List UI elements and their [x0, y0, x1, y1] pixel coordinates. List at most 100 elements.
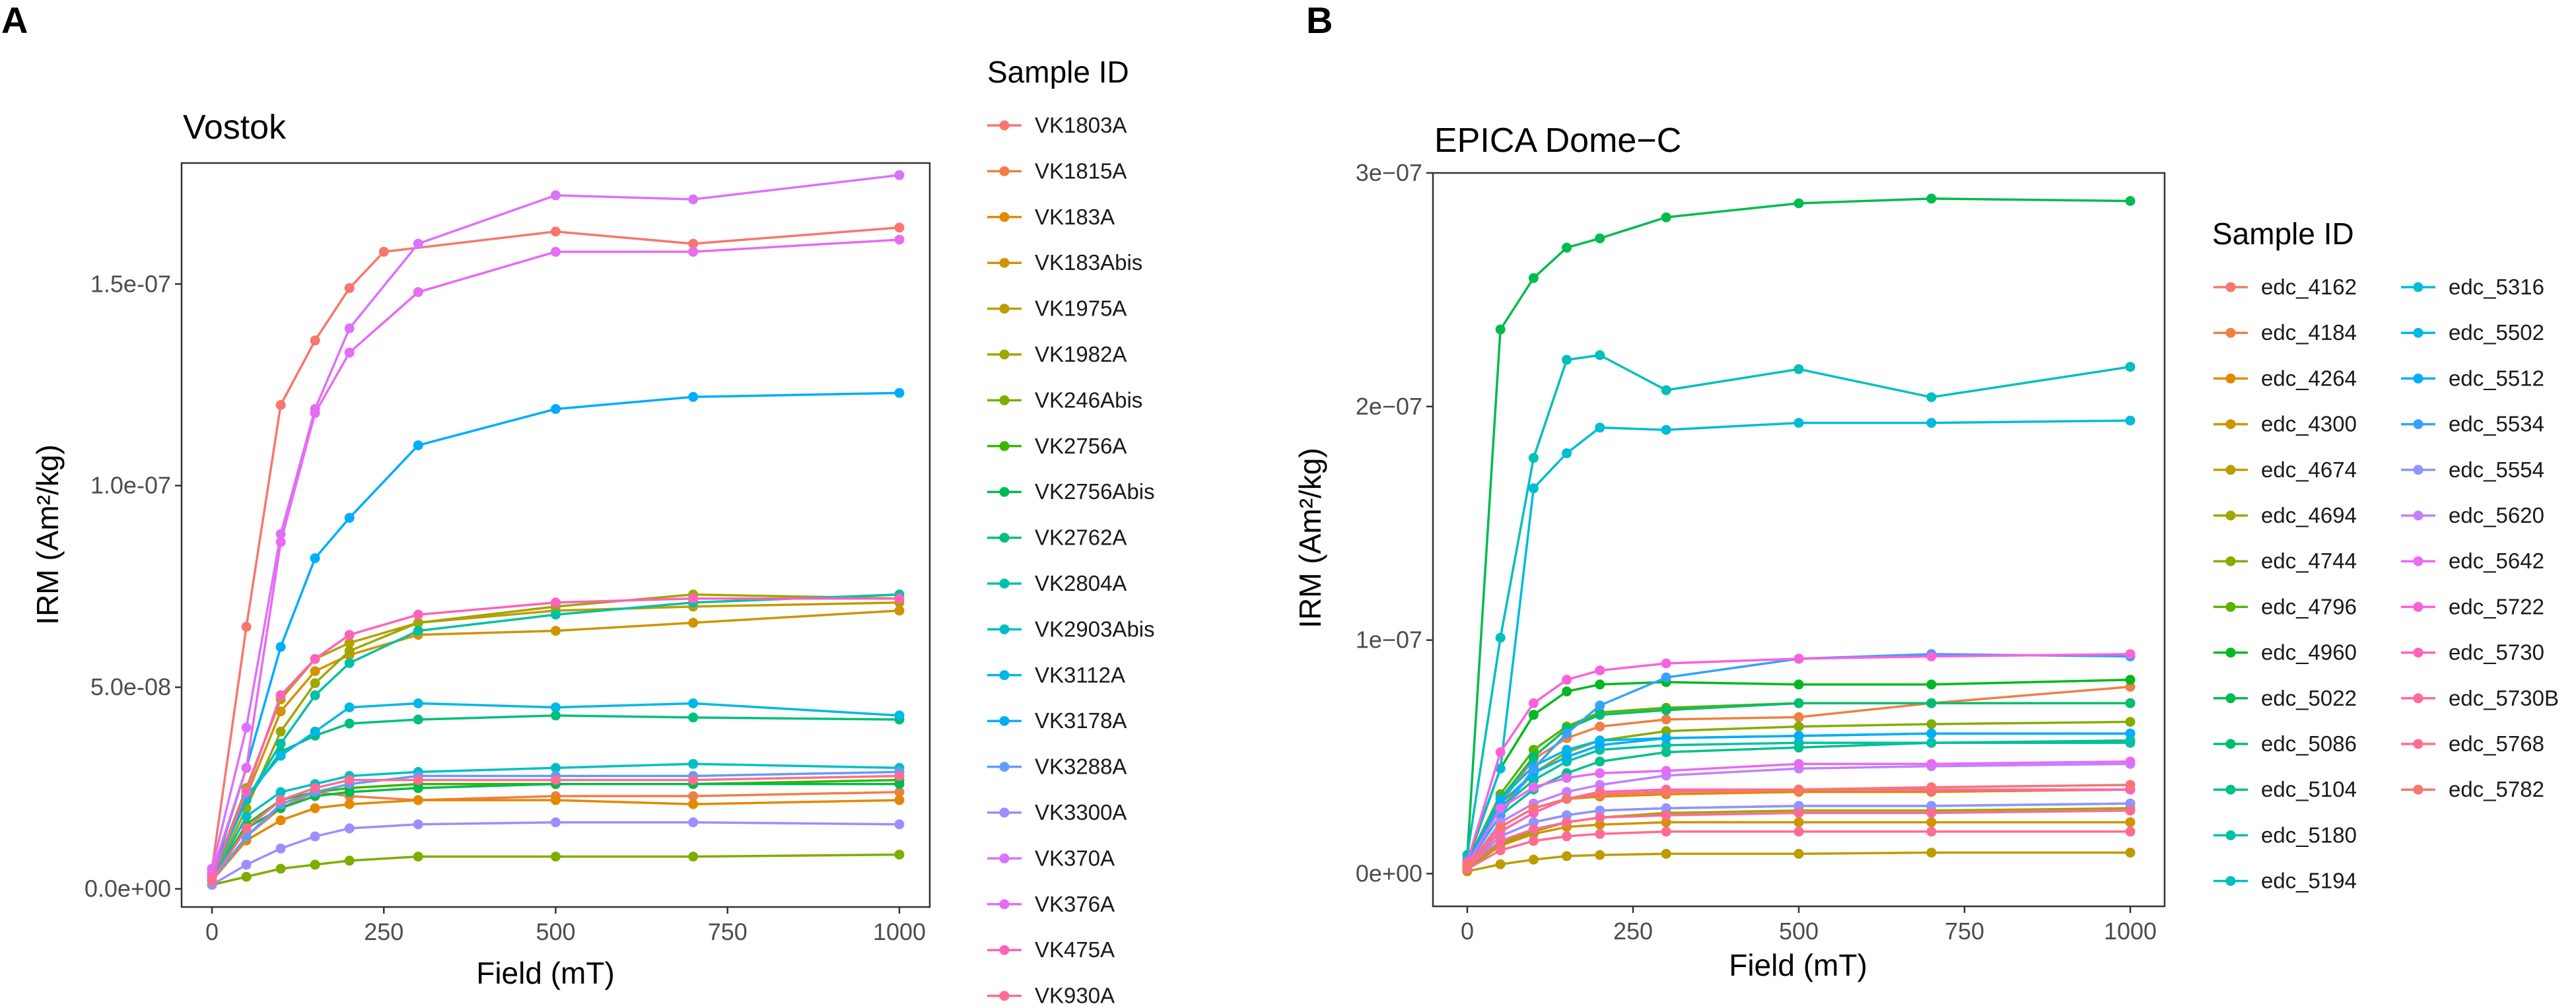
- legend-item: VK2903Abis: [987, 617, 1155, 641]
- data-point: [688, 817, 699, 828]
- data-point: [2125, 649, 2136, 659]
- legend-item: edc_4162: [2213, 275, 2357, 299]
- legend-key-point: [2413, 282, 2423, 292]
- series-VK930A: [207, 771, 905, 886]
- legend-item: edc_5180: [2213, 823, 2357, 847]
- data-point: [1562, 787, 1572, 797]
- legend-key-point: [999, 991, 1010, 1001]
- data-point: [1562, 745, 1572, 755]
- data-point: [1562, 752, 1572, 762]
- data-point: [2125, 681, 2136, 692]
- legend-item: edc_5782: [2401, 777, 2544, 801]
- data-point: [1661, 705, 1671, 716]
- data-point: [894, 771, 905, 781]
- data-point: [1595, 813, 1605, 823]
- panel-a-x-label: Field (mT): [476, 956, 615, 990]
- data-point: [1595, 819, 1605, 830]
- legend-label: VK183A: [1035, 205, 1115, 229]
- panel-a-x-axis: 0 250 500 750 1000: [205, 907, 926, 945]
- data-point: [2125, 196, 2136, 206]
- data-point: [1562, 772, 1572, 783]
- y-tick-label: 0e+00: [1356, 859, 1422, 887]
- legend-label: edc_5022: [2261, 686, 2357, 710]
- data-point: [1793, 731, 1804, 741]
- data-point: [551, 246, 561, 257]
- data-point: [344, 775, 355, 786]
- legend-key-point: [999, 349, 1010, 360]
- data-point: [241, 622, 252, 632]
- x-tick-label: 1000: [2104, 918, 2157, 945]
- data-point: [310, 408, 320, 419]
- data-point: [207, 875, 217, 886]
- legend-item: edc_5512: [2401, 366, 2544, 390]
- data-point: [1661, 810, 1671, 821]
- legend-key-point: [2413, 601, 2423, 612]
- data-point: [1562, 831, 1572, 842]
- series-VK3112A: [207, 698, 905, 882]
- data-point: [275, 706, 286, 717]
- data-point: [413, 609, 423, 620]
- data-point: [1793, 737, 1804, 748]
- data-point: [1595, 700, 1605, 711]
- data-point: [894, 850, 905, 860]
- legend-label: VK1803A: [1035, 113, 1127, 137]
- panel-a-y-label: IRM (Am²/kg): [30, 444, 65, 624]
- legend-label: edc_5086: [2261, 731, 2357, 756]
- data-point: [1495, 763, 1506, 774]
- data-point: [1793, 698, 1804, 708]
- legend-key-point: [2225, 601, 2236, 612]
- data-point: [413, 852, 423, 862]
- data-point: [1562, 687, 1572, 696]
- data-point: [894, 779, 905, 790]
- data-point: [413, 819, 423, 830]
- data-point: [275, 537, 286, 547]
- legend-label: edc_4796: [2261, 594, 2357, 619]
- data-point: [1595, 665, 1605, 676]
- data-point: [1528, 824, 1539, 834]
- data-point: [310, 666, 320, 677]
- data-point: [275, 642, 286, 652]
- legend-label: VK2756Abis: [1035, 479, 1155, 504]
- x-tick-label: 0: [1461, 918, 1474, 945]
- data-point: [1926, 808, 1937, 818]
- x-tick-label: 1000: [873, 918, 926, 945]
- legend-key-point: [999, 670, 1010, 681]
- series-edc_5782: [1462, 780, 2136, 869]
- legend-key-point: [2225, 419, 2236, 430]
- data-point: [1793, 418, 1804, 428]
- data-point: [1595, 422, 1605, 433]
- data-point: [1661, 212, 1671, 222]
- legend-key-point: [2413, 739, 2423, 749]
- data-point: [2125, 415, 2136, 426]
- legend-label: edc_4264: [2261, 366, 2357, 390]
- legend-item: edc_5022: [2213, 686, 2357, 710]
- data-point: [1926, 782, 1937, 793]
- data-point: [1595, 850, 1605, 860]
- legend-label: edc_5642: [2449, 549, 2544, 573]
- legend-key-point: [2225, 282, 2236, 292]
- y-tick-label: 5.0e-08: [90, 673, 171, 700]
- data-point: [275, 815, 286, 826]
- data-point: [241, 859, 252, 870]
- data-point: [551, 762, 561, 773]
- data-point: [310, 553, 320, 564]
- data-point: [1661, 826, 1671, 837]
- panel-b-legend-title: Sample ID: [2212, 217, 2354, 251]
- data-point: [241, 811, 252, 822]
- legend-key-point: [2413, 556, 2423, 566]
- legend-label: edc_5502: [2449, 320, 2544, 345]
- data-point: [241, 823, 252, 834]
- data-point: [688, 698, 699, 708]
- legend-label: edc_5768: [2449, 731, 2544, 756]
- legend-item: edc_5722: [2401, 594, 2544, 619]
- data-point: [275, 726, 286, 737]
- legend-label: edc_4960: [2261, 640, 2357, 665]
- data-point: [2125, 717, 2136, 727]
- data-point: [344, 347, 355, 358]
- data-point: [413, 783, 423, 793]
- data-point: [894, 795, 905, 805]
- data-point: [1793, 817, 1804, 828]
- x-tick-label: 500: [1779, 918, 1819, 945]
- data-point: [344, 718, 355, 729]
- data-point: [1793, 722, 1804, 732]
